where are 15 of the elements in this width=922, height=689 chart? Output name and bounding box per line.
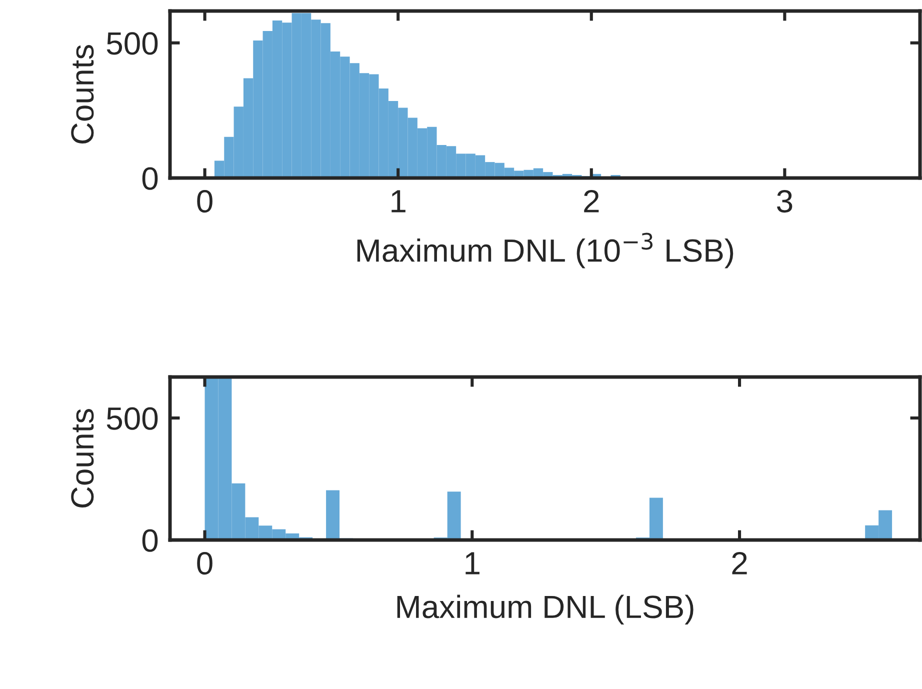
y-tick-label: 0	[142, 529, 158, 552]
y-tick-label: 500	[106, 32, 158, 55]
x-tick-label: 2	[732, 552, 747, 574]
x-axis-title: Maximum DNL (10$^{−3}$ LSB)	[357, 232, 734, 268]
y-axis-title: Counts	[71, 409, 94, 508]
y-tick-label: 0	[142, 167, 158, 190]
x-tick-label: 2	[584, 190, 599, 212]
y-axis-title: Counts	[71, 45, 94, 144]
y-tick-label: 500	[106, 407, 158, 430]
x-tick-label: 0	[197, 190, 212, 213]
x-axis-title: Maximum DNL (LSB)	[397, 594, 694, 625]
x-tick-label: 0	[197, 552, 212, 575]
x-tick-label: 3	[777, 190, 792, 213]
x-tick-label: 1	[466, 552, 480, 574]
x-tick-label: 1	[392, 190, 406, 212]
